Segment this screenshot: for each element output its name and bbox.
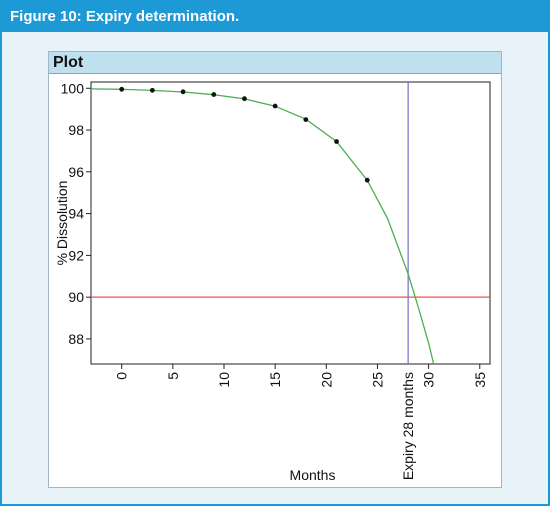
y-tick-label: 92 <box>68 247 84 263</box>
expiry-label: Expiry 28 months <box>400 372 416 480</box>
y-tick-label: 98 <box>68 122 84 138</box>
plot-svg: 88 90 92 94 96 98 100 0 5 10 15 20 25 30 35 Months % Dis… <box>54 80 491 483</box>
panel-title: Plot <box>49 52 501 74</box>
x-tick-label: 20 <box>318 372 334 388</box>
data-point <box>242 96 247 102</box>
data-point <box>364 177 370 183</box>
x-tick-label: 30 <box>421 372 437 388</box>
data-point <box>149 87 155 93</box>
x-tick-label: 5 <box>165 372 181 380</box>
figure-title: Figure 10: Expiry determination. <box>2 2 548 32</box>
x-tick-label: 10 <box>216 372 232 388</box>
y-axis-label: % Dissolution <box>54 181 70 266</box>
x-tick-label: 0 <box>114 372 130 380</box>
data-point <box>119 86 125 92</box>
x-axis-label: Months <box>290 467 336 483</box>
plot-frame <box>90 81 491 365</box>
y-tick-label: 100 <box>61 80 85 96</box>
y-tick-label: 90 <box>68 289 84 305</box>
plot-panel: Plot 88 90 92 94 96 98 100 0 5 10 15 20 25 30 35 Months… <box>48 51 502 488</box>
x-tick-label: 35 <box>472 372 488 388</box>
y-tick-label: 94 <box>68 206 84 222</box>
fit-curve <box>91 88 435 364</box>
y-tick-label: 96 <box>68 164 84 180</box>
data-point <box>180 89 186 95</box>
data-point <box>211 92 217 97</box>
x-tick-label: 25 <box>369 372 385 388</box>
x-tick-label: 15 <box>267 372 283 388</box>
data-point <box>272 103 278 109</box>
data-point <box>303 117 309 122</box>
y-tick-label: 88 <box>68 331 84 347</box>
data-point <box>334 139 339 144</box>
